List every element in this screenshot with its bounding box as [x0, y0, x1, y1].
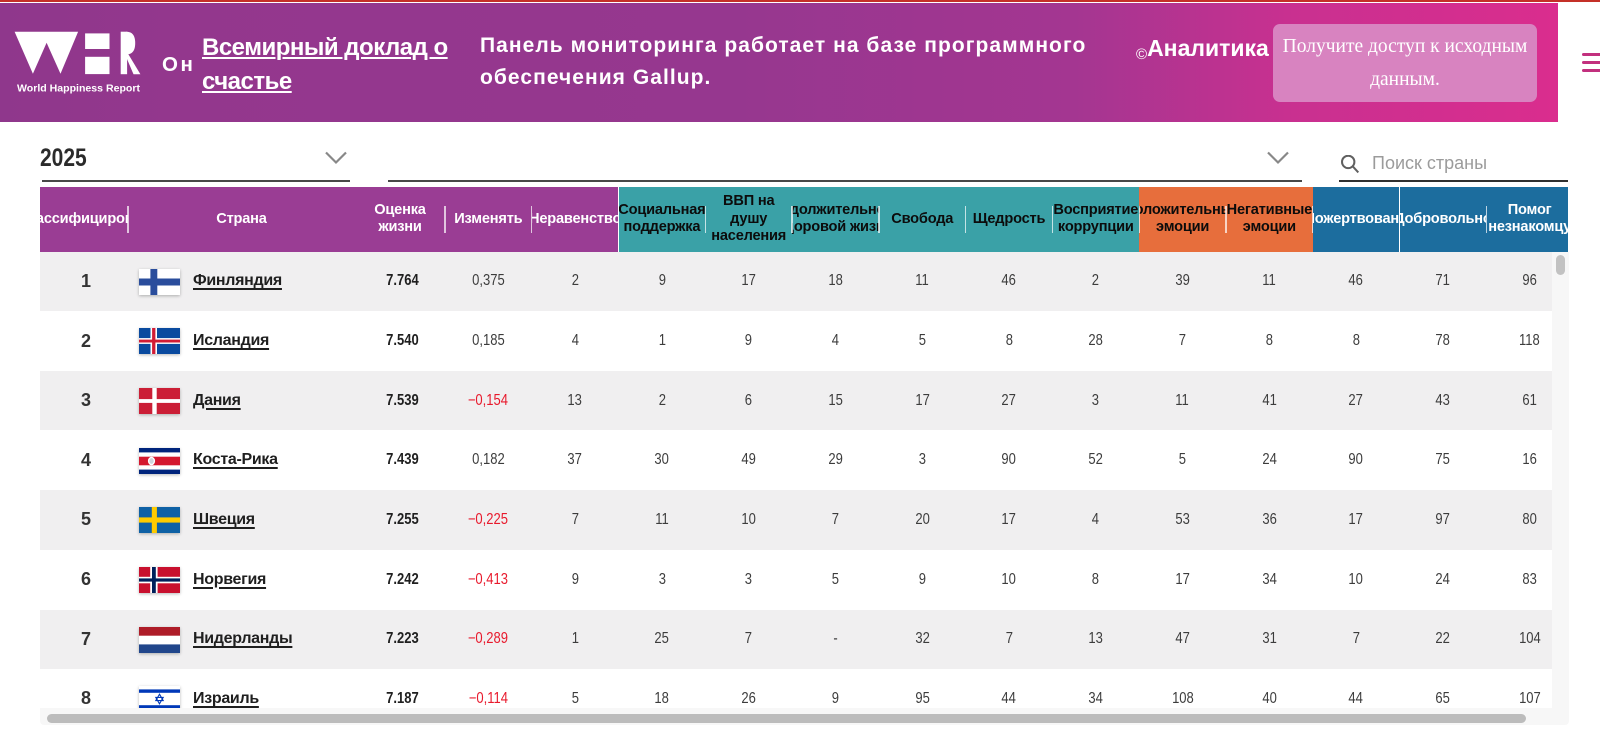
- svg-text:World Happiness Report: World Happiness Report: [17, 84, 141, 95]
